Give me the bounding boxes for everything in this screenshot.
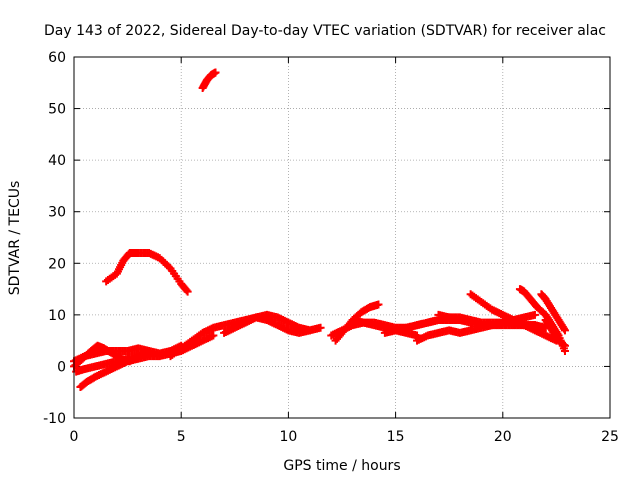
plot-frame — [73, 56, 611, 419]
data-point — [183, 287, 192, 296]
y-tick-label: 50 — [48, 102, 66, 118]
data-series-arc-8 — [198, 68, 220, 92]
y-tick-label: -10 — [43, 411, 66, 427]
data-series-arc-14 — [434, 310, 550, 332]
x-tick-label: 10 — [279, 429, 297, 445]
grid-lines — [74, 57, 610, 418]
data-point — [142, 349, 151, 358]
y-tick-label: 30 — [48, 205, 66, 221]
data-point — [316, 323, 325, 332]
data-points — [70, 68, 569, 392]
data-series-arc-6 — [220, 310, 314, 337]
data-point — [209, 331, 218, 340]
x-tick-label: 25 — [601, 429, 619, 445]
data-series-arc-17 — [537, 290, 569, 335]
x-tick-label: 5 — [177, 429, 186, 445]
data-series-arc-15 — [466, 290, 561, 345]
data-point — [560, 341, 569, 350]
y-tick-label: 0 — [57, 359, 66, 375]
y-tick-label: 10 — [48, 308, 66, 324]
data-series-arc-7 — [102, 248, 192, 296]
data-point — [211, 68, 220, 77]
data-point — [530, 310, 539, 319]
x-axis-label: GPS time / hours — [283, 458, 400, 474]
data-point — [560, 326, 569, 335]
data-series-arc-4 — [72, 352, 143, 376]
data-series-arc-12 — [348, 316, 422, 340]
data-point — [182, 286, 191, 295]
data-point — [305, 326, 314, 335]
x-tick-label: 20 — [494, 429, 512, 445]
data-point — [134, 352, 143, 361]
y-tick-label: 20 — [48, 256, 66, 272]
data-series-arc-18 — [541, 316, 569, 350]
y-axis-label: SDTVAR / TECUs — [7, 181, 23, 296]
y-tick-label: 40 — [48, 153, 66, 169]
x-tick-label: 0 — [70, 429, 79, 445]
chart-title: Day 143 of 2022, Sidereal Day-to-day VTE… — [44, 23, 606, 39]
x-tick-label: 15 — [387, 429, 405, 445]
y-tick-label: 60 — [48, 50, 66, 66]
data-point — [374, 300, 383, 309]
